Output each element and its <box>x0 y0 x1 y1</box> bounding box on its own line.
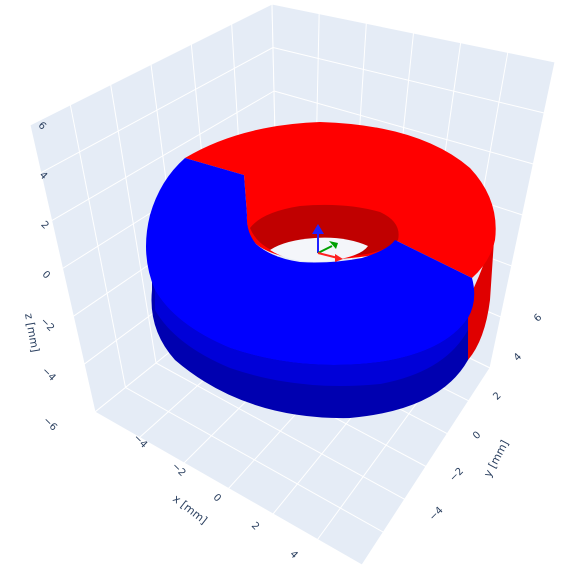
x-tick-label: 4 <box>287 549 299 561</box>
orientation-triad <box>312 224 343 262</box>
z-tick-label: −6 <box>41 415 59 433</box>
z-tick-label: 0 <box>40 269 52 281</box>
blue-half-band <box>155 290 468 386</box>
x-tick-label: 2 <box>249 520 261 532</box>
z-tick-label: −4 <box>39 365 57 383</box>
y-tick-label: 2 <box>491 390 503 402</box>
red-half-side <box>468 225 495 360</box>
x-axis-title: x [mm] <box>170 492 210 527</box>
z-axis-title: z [mm] <box>22 312 42 353</box>
z-tick-label: 2 <box>38 219 50 231</box>
y-tick-label: −2 <box>448 466 466 484</box>
blue-half-top <box>146 158 475 365</box>
y-tick-label: 4 <box>512 351 524 363</box>
x-tick-label: 0 <box>211 492 223 504</box>
y-axis-title: y [mm] <box>481 438 511 479</box>
z-tick-label: −2 <box>38 316 56 334</box>
y-tick-label: −4 <box>427 505 445 523</box>
y-tick-label: 6 <box>532 312 544 324</box>
y-tick-label: 0 <box>471 430 483 442</box>
